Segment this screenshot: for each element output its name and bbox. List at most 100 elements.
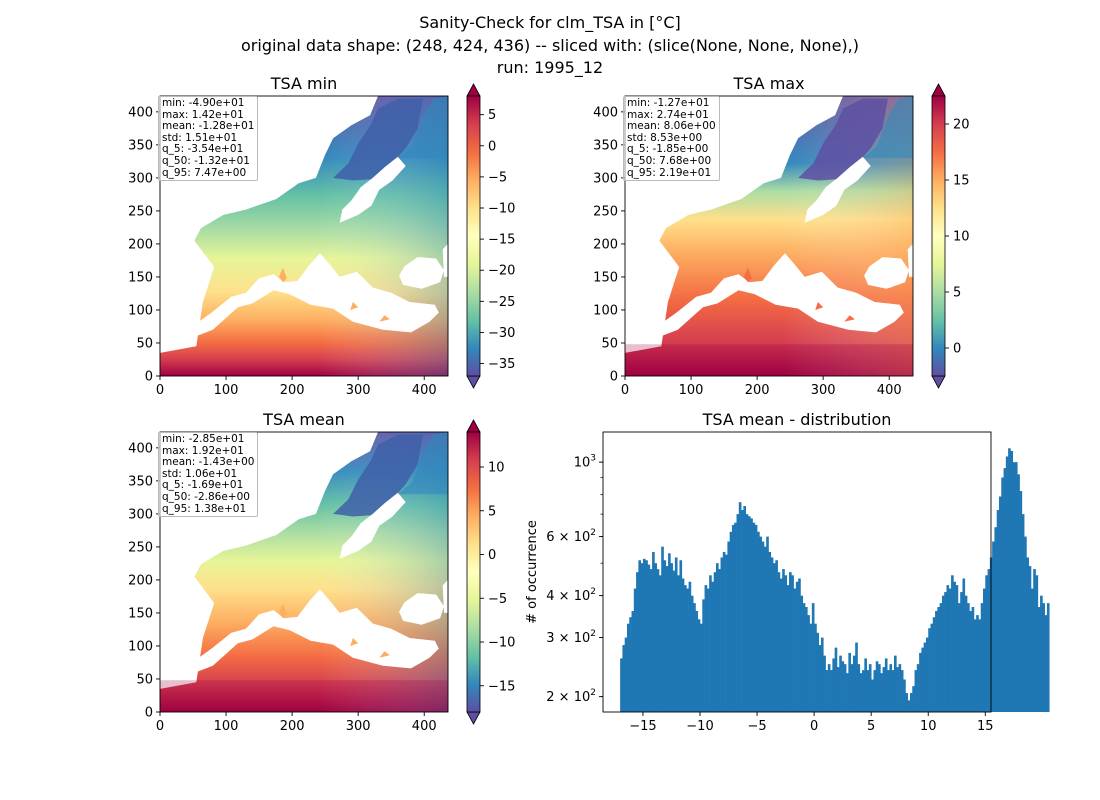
histogram-bar xyxy=(713,572,717,712)
histogram-bar xyxy=(665,566,669,712)
x-tick-label: 5 xyxy=(867,719,875,734)
colorbar-tick-label: −15 xyxy=(488,679,515,694)
histogram-bar xyxy=(763,546,767,712)
y-tick-label: 0 xyxy=(145,706,153,721)
histogram-bar xyxy=(672,570,676,712)
x-tick-label: 400 xyxy=(412,383,437,398)
histogram-bar xyxy=(850,664,854,712)
tsa-max-map-panel: 0 100 200 300 400050100150200250300350400TSA… xyxy=(593,74,969,398)
sicily-island xyxy=(350,302,359,310)
northeast-region xyxy=(862,96,913,159)
histogram-bar xyxy=(923,642,927,712)
y-tick-label: 300 xyxy=(128,507,153,522)
histogram-bar xyxy=(695,611,699,712)
histogram-bar xyxy=(921,647,925,712)
histogram-bar xyxy=(720,557,724,712)
stats-line: q_5: -1.69e+01 xyxy=(162,479,244,492)
histogram-bar xyxy=(919,652,922,712)
stats-line: mean: -1.43e+00 xyxy=(162,456,255,469)
y-tick-label: 200 xyxy=(593,237,618,252)
histogram-bar xyxy=(992,541,995,712)
histogram-bar xyxy=(1014,462,1018,712)
histogram-bar xyxy=(857,664,861,712)
tsa-mean-stats-box: min: -2.85e+01 max: 1.92e+01 mean: -1.43… xyxy=(158,432,259,518)
panel-title: TSA min xyxy=(270,74,337,93)
histogram-bar xyxy=(697,619,701,712)
y-tick-label: 100 xyxy=(128,303,153,318)
crete-island xyxy=(379,315,390,322)
histogram-bar xyxy=(700,623,703,712)
histogram-bar xyxy=(626,623,630,712)
colorbar xyxy=(931,95,946,377)
histogram-bar xyxy=(658,575,662,712)
tsa-max-stats-box: min: -1.27e+01 max: 2.74e+01 mean: 8.06e… xyxy=(623,96,720,182)
histogram-bar xyxy=(825,670,829,712)
histogram-bar xyxy=(668,553,671,712)
histogram-bar xyxy=(818,645,822,712)
y-tick-label: 350 xyxy=(128,138,153,153)
y-tick-label: 50 xyxy=(136,672,153,687)
y-tick-label: 103 xyxy=(574,454,596,471)
histogram-bar xyxy=(964,595,968,712)
histogram-bar xyxy=(960,592,963,712)
histogram-bar xyxy=(677,575,680,712)
scandinavia xyxy=(333,98,423,181)
histogram-bar xyxy=(946,585,950,712)
histogram-bar xyxy=(848,652,851,712)
baltic-sea xyxy=(339,492,406,559)
histogram-bar xyxy=(649,569,653,712)
histogram-bar xyxy=(654,563,657,712)
x-tick-label: 100 xyxy=(214,383,239,398)
histogram-bar xyxy=(900,670,904,712)
histogram-bar xyxy=(638,560,642,712)
histogram-bar xyxy=(1010,450,1014,712)
crete-island xyxy=(379,651,390,658)
mediterranean-sea xyxy=(643,253,904,343)
histogram-bar xyxy=(1001,477,1004,712)
colorbar xyxy=(466,431,481,713)
stats-line: min: -4.90e+01 xyxy=(162,97,245,109)
histogram-bar xyxy=(953,581,956,712)
histogram-bar xyxy=(622,645,626,712)
histogram-bar xyxy=(996,510,1000,712)
baltic-sea xyxy=(339,156,406,223)
histogram-bar xyxy=(1035,575,1039,712)
histogram-bar xyxy=(766,536,769,712)
stats-line: std: 1.51e+01 xyxy=(162,131,238,144)
histogram-bar xyxy=(987,569,991,712)
colorbar-extend-min xyxy=(931,375,946,389)
panel-title: TSA max xyxy=(732,74,804,93)
histogram-bar xyxy=(1021,514,1025,712)
histogram-bar xyxy=(957,603,961,712)
northeast-region xyxy=(397,432,448,495)
histogram-bar xyxy=(629,617,632,712)
histogram-bar xyxy=(846,673,849,712)
histogram-bar xyxy=(912,686,915,712)
y-tick-label: 50 xyxy=(136,336,153,351)
colorbar-extend-max xyxy=(466,83,481,97)
histogram-bar xyxy=(791,575,794,712)
colorbar xyxy=(466,95,481,377)
stats-line: min: -2.85e+01 xyxy=(162,433,245,445)
y-tick-label: 0 xyxy=(610,370,618,385)
caspian-sea xyxy=(907,243,913,277)
x-tick-label: −5 xyxy=(747,719,766,734)
x-tick-label: 15 xyxy=(977,719,994,734)
histogram-bar xyxy=(795,581,799,712)
histogram-bar xyxy=(734,522,737,712)
histogram-bar xyxy=(750,518,753,712)
histogram-bar xyxy=(875,661,879,712)
stats-line: q_5: -1.85e+00 xyxy=(627,143,709,156)
tsa-mean-map-panel: 0 100 200 300 400050100150200250300350400TSA… xyxy=(128,410,515,734)
histogram-bar xyxy=(948,588,952,712)
histogram-bar xyxy=(998,496,1002,712)
x-tick-label: 400 xyxy=(412,719,437,734)
tsa-mean-distribution-panel: −15 −10 −5 0 5 10 15 2 × 102 3 × 102 4 × 102 6 × 1… xyxy=(525,410,1050,734)
histogram-bar xyxy=(709,575,712,712)
histogram-bar xyxy=(980,603,984,712)
y-tick-label: 50 xyxy=(601,336,618,351)
histogram-bar xyxy=(878,664,881,712)
sicily-island xyxy=(815,302,824,310)
x-tick-label: 300 xyxy=(346,383,371,398)
stats-line: std: 1.06e+01 xyxy=(162,467,238,480)
